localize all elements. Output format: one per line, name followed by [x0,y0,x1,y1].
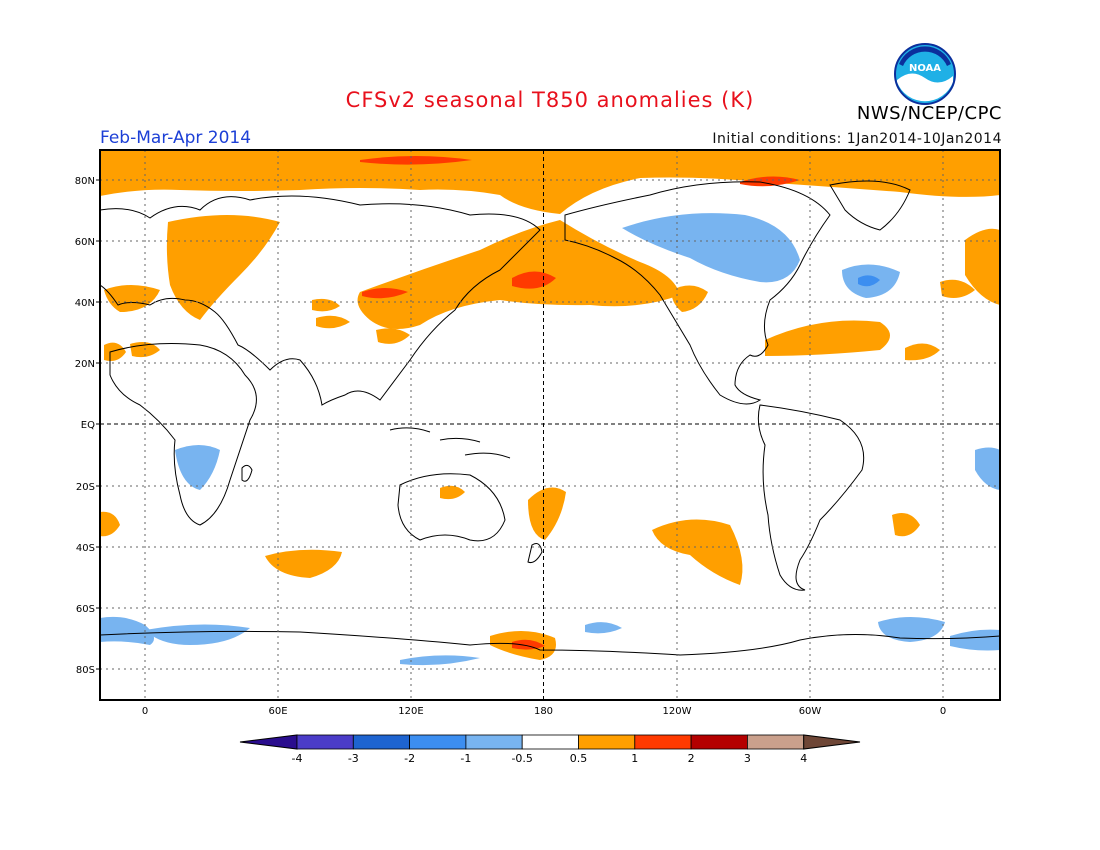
lat-label: 20S [76,482,95,493]
lon-label: 60W [799,706,822,717]
anomaly-hot-rossSea [512,639,545,650]
lat-label: 80S [76,665,95,676]
anomaly-warm-europe-east [965,228,1000,305]
anomaly-hot-pacific [512,271,556,289]
anomaly-warm-southpacific [652,519,743,585]
colorbar-label: 1 [631,752,638,765]
coastline-eurasia [100,195,541,406]
noaa-logo-text: NOAA [909,63,941,74]
anomaly-warm-southindian [265,549,342,578]
lat-label: 20N [75,359,95,370]
anomaly-warm-china [376,328,410,344]
anomaly-warm-iberia [104,285,160,312]
anomaly-cold-atlantic-core [858,275,880,287]
anomaly-warm-australia [440,485,465,500]
colorbar-label: -3 [348,752,359,765]
anomaly-warm-tibet [312,298,340,312]
colorbar-right-arrow [803,734,861,750]
noaa-logo: NOAA [894,43,956,105]
initial-conditions-label: Initial conditions: 1Jan2014-10Jan2014 [712,131,1002,147]
anomaly-warm-asia-pacific [357,220,680,329]
lon-label: 0 [940,706,946,717]
lat-labels: 80N 60N 40N 20N EQ 20S 40S 60S 80S [75,176,100,676]
colorbar-segment [409,734,467,750]
anomaly-cool-canada [622,213,800,283]
colorbar-segment [521,734,579,750]
anomaly-warm-westafrica [104,342,126,361]
map-title: CFSv2 seasonal T850 anomalies (K) [345,88,755,112]
colorbar-segment [352,734,410,750]
anomaly-cool-antarctic-indian [145,624,250,645]
lat-label: 40S [76,543,95,554]
anomaly-hot-greenland [740,176,800,187]
colorbar-label: 0.5 [570,752,588,765]
colorbar-label: -4 [292,752,303,765]
anomaly-hot-mongolia [362,288,408,299]
anomaly-cool-antarctic-east [950,629,1000,651]
colorbar-label: -1 [460,752,471,765]
lat-label: EQ [81,420,95,431]
colorbar-label: -0.5 [511,752,532,765]
colorbar-left-arrow [239,734,298,750]
anomaly-fields [100,150,1000,666]
colorbar-segment [690,734,748,750]
anomaly-warm-arctic-band [100,150,1000,214]
lon-labels: 0 60E 120E 180 120W 60W 0 [142,706,946,717]
coastline-africa [109,343,257,526]
coastline-newzealand [527,543,543,563]
coastline-southamerica [757,404,865,591]
lon-label: 180 [534,706,553,717]
lat-lon-grid [100,150,1000,700]
lat-label: 80N [75,176,95,187]
colorbar-label: 4 [800,752,807,765]
anomaly-cool-weddell [878,617,945,642]
coastline-madagascar [241,464,253,482]
anomaly-warm-atlantic [765,320,890,356]
lat-label: 40N [75,298,95,309]
anomaly-warm-himalaya [316,315,350,329]
lon-label: 120W [663,706,692,717]
anomaly-warm-southatlantic [100,511,120,537]
anomaly-cool-antarctic-west [100,616,154,645]
anomaly-warm-southatlantic-east [892,512,920,537]
lat-label: 60N [75,237,95,248]
coastline-antarctica [100,630,1000,656]
lon-label: 60E [268,706,287,717]
anomaly-cool-africa [175,445,220,490]
anomaly-cool-amundsen [585,622,622,634]
anomaly-warm-tasman [528,487,566,540]
color-scale-bar [239,734,861,750]
anomaly-cool-antarctic-south [400,655,480,666]
anomaly-cool-easternbrazil [975,447,1000,490]
organization-label: NWS/NCEP/CPC [856,103,1002,124]
coastline-northamerica [564,181,831,405]
coastline-australia [397,473,506,542]
anomaly-hot-arctic [360,156,472,165]
lon-label: 120E [398,706,423,717]
colorbar-label: -2 [404,752,415,765]
anomaly-warm-mediterranean [940,279,975,298]
colorbar-segment [578,734,636,750]
anomaly-warm-westus [671,285,708,312]
season-label: Feb-Mar-Apr 2014 [100,128,252,148]
coastline-greenland [829,180,911,231]
coastlines [100,180,1000,656]
colorbar-segment [296,734,354,750]
anomaly-warm-europe [166,215,280,320]
map-frame [99,149,1001,701]
color-scale-labels: -4 -3 -2 -1 -0.5 0.5 1 2 3 4 [292,752,808,765]
lat-label: 60S [76,604,95,615]
colorbar-label: 3 [744,752,751,765]
colorbar-label: 2 [688,752,695,765]
colorbar-segment [747,734,805,750]
colorbar-segment [465,734,523,750]
coastline-indonesia [389,427,511,459]
anomaly-warm-eastatlantic [905,343,940,361]
lon-label: 0 [142,706,148,717]
colorbar-segment [634,734,692,750]
